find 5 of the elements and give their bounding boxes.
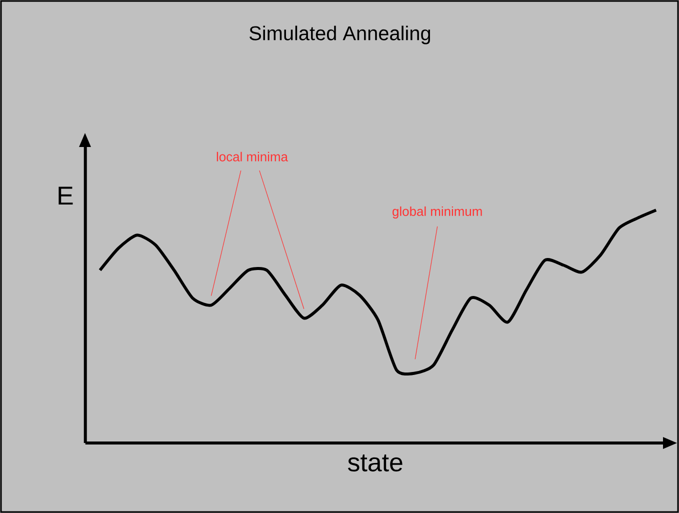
x-axis-title: state: [348, 454, 402, 472]
text: local minima: [216, 152, 288, 162]
chart-title: Simulated Annealing: [250, 26, 430, 44]
y-axis-title: E: [58, 186, 73, 205]
annotation: global minimum: [392, 206, 482, 219]
